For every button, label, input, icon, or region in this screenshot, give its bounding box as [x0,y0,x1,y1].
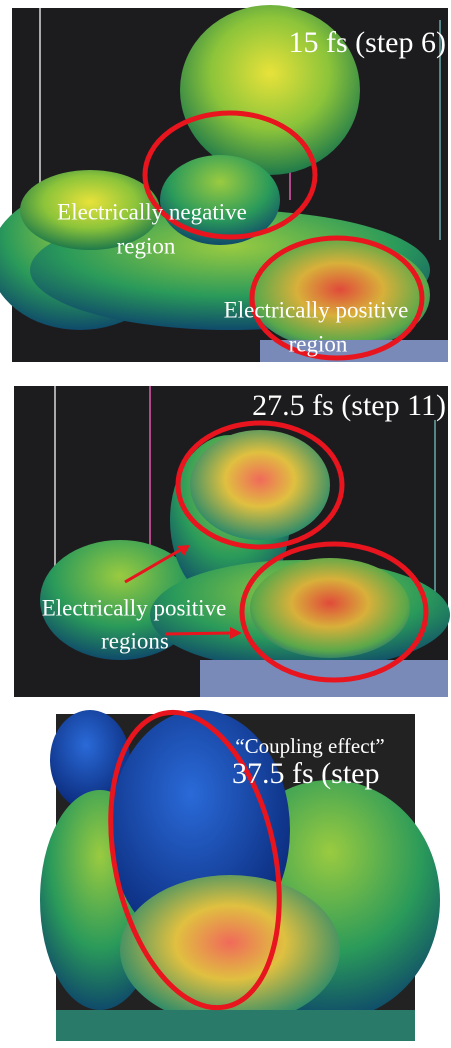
annotation: region [117,233,176,258]
annotation: Electrically positive [42,595,227,620]
annotation: “Coupling effect” [235,734,384,758]
annotation: region [289,331,348,356]
figure: 15 fs (step 6) Electrically negative reg… [0,0,451,1048]
annotation: regions [101,628,169,653]
panel-2: 27.5 fs (step 11) Electrically positive … [14,386,450,697]
time-label: 37.5 fs (step [232,757,379,790]
time-label: 27.5 fs (step 11) [252,389,446,422]
annotation: Electrically negative [57,199,247,224]
time-label: 15 fs (step 6) [289,26,446,59]
panel-3: “Coupling effect” 37.5 fs (step [40,697,440,1041]
panel-1: 15 fs (step 6) Electrically negative reg… [0,5,448,362]
annotation: Electrically positive [224,297,409,322]
